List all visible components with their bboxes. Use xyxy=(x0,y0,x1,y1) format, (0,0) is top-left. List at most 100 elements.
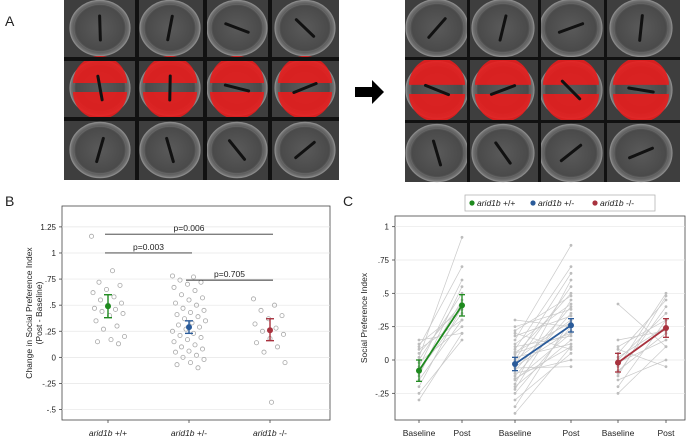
mean-point xyxy=(663,325,669,331)
individual-point xyxy=(513,371,517,375)
individual-point xyxy=(513,347,517,351)
individual-line xyxy=(418,326,463,363)
legend-label: arid1b +/- xyxy=(538,198,574,208)
individual-line xyxy=(514,295,572,331)
panel-b-chart: -.5 -.25 0 .25 .5 .75 1 1.25 Change in Social Pr… xyxy=(24,205,331,438)
data-point xyxy=(169,273,175,279)
y-tick-label: .5 xyxy=(49,301,56,310)
individual-line xyxy=(514,279,572,385)
individual-point xyxy=(664,338,668,342)
plot-frame xyxy=(61,205,331,421)
individual-point xyxy=(417,351,421,355)
data-point xyxy=(192,288,198,294)
legend-label: arid1b -/- xyxy=(600,198,634,208)
individual-line xyxy=(514,273,572,361)
data-point xyxy=(187,360,193,366)
individual-line xyxy=(514,346,572,379)
individual-point xyxy=(460,235,464,239)
mean-point xyxy=(568,322,574,329)
individual-point xyxy=(569,351,573,355)
data-point xyxy=(198,279,204,285)
individual-point xyxy=(513,345,517,349)
individual-line xyxy=(617,339,667,363)
individual-line xyxy=(617,293,667,367)
individual-point xyxy=(460,265,464,269)
mean-point xyxy=(416,367,422,374)
individual-point xyxy=(513,385,517,389)
data-point xyxy=(271,302,277,308)
individual-point xyxy=(569,338,573,342)
individual-line xyxy=(617,303,667,347)
data-point xyxy=(99,308,105,314)
x-tick-label: arid1b +/+ xyxy=(89,428,127,438)
individual-point xyxy=(664,311,668,315)
mean-line xyxy=(418,304,463,372)
mean-line xyxy=(514,324,572,365)
data-point xyxy=(190,274,196,280)
mean-point xyxy=(186,324,192,331)
individual-point xyxy=(417,345,421,349)
individual-point xyxy=(569,311,573,315)
data-point xyxy=(199,295,205,301)
data-point xyxy=(280,331,286,337)
individual-point xyxy=(616,345,620,349)
individual-line xyxy=(514,332,572,350)
individual-point xyxy=(513,377,517,381)
individual-point xyxy=(569,294,573,298)
individual-line xyxy=(514,322,572,353)
individual-point xyxy=(569,314,573,318)
individual-point xyxy=(569,265,573,269)
data-point xyxy=(184,337,190,343)
y-tick-label: .25 xyxy=(45,327,57,336)
data-point xyxy=(193,302,199,308)
mean-point xyxy=(512,361,518,367)
data-point xyxy=(186,297,192,303)
data-point xyxy=(259,328,265,334)
data-point xyxy=(101,326,107,332)
data-point xyxy=(108,337,114,343)
individual-line xyxy=(514,346,572,414)
individual-point xyxy=(569,347,573,351)
mean-point xyxy=(459,302,465,309)
individual-point xyxy=(616,347,620,351)
individual-point xyxy=(664,365,668,369)
data-point xyxy=(111,294,117,300)
individual-point xyxy=(569,243,573,247)
x-tick-label: arid1b +/- xyxy=(171,428,207,438)
plot-frame xyxy=(394,215,686,421)
individual-line xyxy=(514,339,572,387)
individual-point xyxy=(417,347,421,351)
y-tick-label: .75 xyxy=(45,275,57,284)
individual-point xyxy=(569,271,573,275)
y-tick-label: 1 xyxy=(385,223,390,232)
p-value-label: p=0.006 xyxy=(174,223,205,233)
mean-point xyxy=(267,327,273,334)
y-tick-label: -.25 xyxy=(42,379,56,388)
individual-line xyxy=(514,359,572,374)
individual-point xyxy=(569,358,573,362)
individual-point xyxy=(569,291,573,295)
individual-point xyxy=(569,305,573,309)
individual-point xyxy=(513,351,517,355)
panel-a-images xyxy=(64,0,680,183)
y-axis-label-sub: (Post - Baseline) xyxy=(34,281,44,344)
individual-line xyxy=(617,349,667,367)
individual-line xyxy=(514,343,572,358)
data-point xyxy=(169,328,175,334)
individual-point xyxy=(417,342,421,346)
data-point xyxy=(199,346,205,352)
individual-point xyxy=(569,298,573,302)
y-tick-label: .75 xyxy=(378,256,390,265)
x-tick-label: Post xyxy=(562,428,580,438)
y-tick-label: .5 xyxy=(382,289,389,298)
data-point xyxy=(104,287,110,293)
individual-point xyxy=(513,398,517,402)
data-point xyxy=(110,268,116,274)
individual-line xyxy=(418,339,463,394)
individual-point xyxy=(513,318,517,322)
x-tick-label: Baseline xyxy=(602,428,635,438)
individual-point xyxy=(513,411,517,415)
individual-line xyxy=(617,319,667,387)
p-value-label: p=0.705 xyxy=(214,269,245,279)
individual-point xyxy=(513,382,517,386)
